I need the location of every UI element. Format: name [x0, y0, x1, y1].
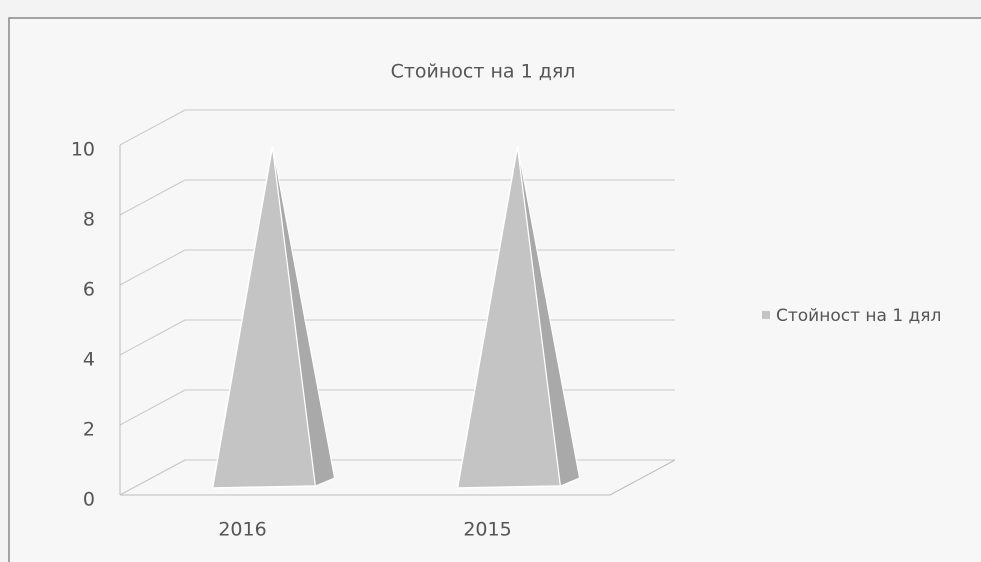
pyramid-side [517, 145, 581, 487]
grid-line [119, 249, 186, 286]
y-tick-label: 0 [83, 489, 95, 511]
pyramid-side [272, 145, 336, 487]
legend-swatch [762, 311, 770, 319]
y-tick-label: 6 [83, 279, 95, 301]
chart-title: Стойност на 1 дял [391, 61, 576, 83]
grid-line [119, 179, 186, 216]
x-tick-label: 2015 [463, 519, 511, 541]
legend-label: Стойност на 1 дял [776, 306, 941, 326]
y-tick-label: 4 [83, 349, 95, 371]
x-tick-label: 2016 [218, 519, 266, 541]
y-tick-label: 10 [71, 139, 95, 161]
grid-line [119, 459, 186, 496]
y-tick-label: 8 [83, 209, 95, 231]
y-tick-label: 2 [83, 419, 95, 441]
grid-line [119, 109, 186, 146]
grid-line [119, 319, 186, 356]
grid-line [119, 389, 186, 426]
